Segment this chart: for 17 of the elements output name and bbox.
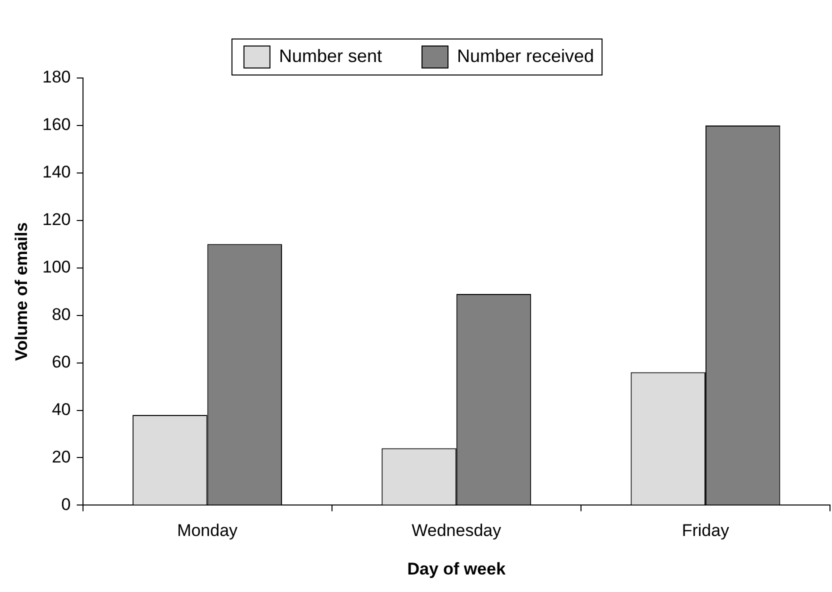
y-tick-label: 180 (42, 68, 71, 87)
y-tick-label: 60 (52, 352, 71, 372)
x-tick-label: Monday (177, 521, 238, 540)
legend-label: Number received (456, 46, 594, 66)
y-tick-label: 100 (42, 258, 71, 277)
y-tick-label: 80 (52, 305, 71, 324)
x-tick-label: Wednesday (412, 521, 502, 540)
x-axis-title: Day of week (407, 559, 506, 578)
y-tick-label: 40 (52, 400, 71, 419)
y-tick-label: 20 (52, 447, 71, 466)
y-tick-label: 0 (61, 494, 71, 514)
y-tick-label: 160 (42, 115, 71, 134)
y-tick-label: 120 (42, 210, 71, 230)
x-tick-label: Friday (682, 521, 730, 540)
y-axis-title: Volume of emails (12, 222, 31, 361)
legend-label: Number sent (278, 46, 382, 66)
y-tick-label: 140 (42, 162, 71, 182)
